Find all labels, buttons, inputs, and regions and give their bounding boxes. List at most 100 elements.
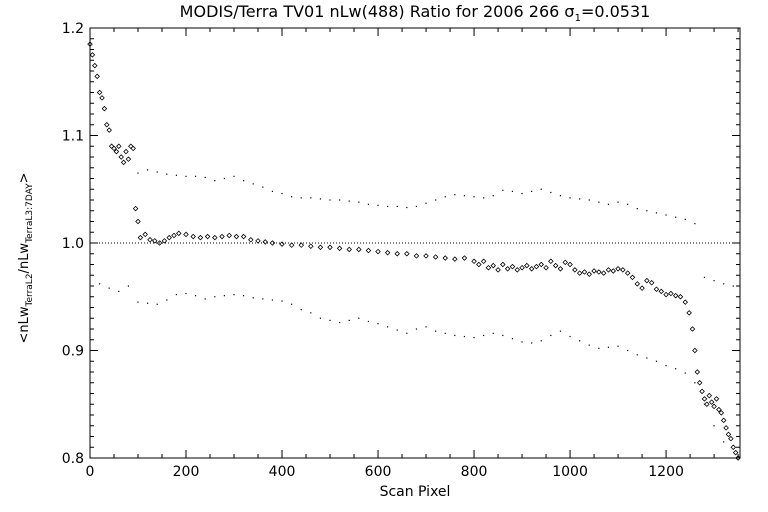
envelope-point — [627, 203, 629, 205]
envelope-point — [291, 196, 293, 198]
data-point — [519, 264, 525, 271]
envelope-point — [588, 199, 590, 201]
envelope-point — [243, 295, 245, 297]
envelope-point — [358, 317, 360, 319]
data-point — [92, 62, 98, 69]
x-tick-label: 0 — [86, 464, 95, 480]
data-point — [648, 280, 655, 286]
data-point — [135, 218, 141, 225]
y-label-den-sub: TerraL3:7DAY — [24, 183, 35, 243]
data-point — [356, 246, 362, 253]
envelope-point — [281, 192, 283, 195]
envelope-point — [473, 337, 475, 339]
envelope-point — [310, 312, 312, 314]
envelope-point — [252, 183, 254, 185]
envelope-point — [358, 201, 360, 203]
envelope-point — [271, 299, 274, 301]
data-point — [279, 241, 285, 247]
data-point — [197, 234, 204, 241]
data-point — [132, 205, 139, 212]
envelope-point — [319, 317, 322, 319]
envelope-point — [127, 285, 130, 287]
data-point — [101, 105, 108, 112]
data-point — [708, 399, 715, 405]
data-point — [171, 232, 177, 239]
data-point — [730, 444, 737, 451]
y-label-open: < — [17, 332, 33, 344]
y-tick-label: 1.1 — [62, 129, 84, 145]
data-point — [111, 145, 117, 152]
data-point — [490, 262, 497, 269]
envelope-point — [598, 201, 600, 203]
envelope-point — [694, 382, 696, 384]
data-point — [524, 262, 530, 269]
envelope-point — [214, 180, 216, 182]
envelope-point — [415, 328, 418, 330]
envelope-point — [607, 346, 610, 348]
data-point — [152, 238, 158, 244]
data-point — [384, 249, 391, 256]
envelope-point — [675, 216, 677, 218]
envelope-point — [329, 319, 331, 321]
envelope-point — [233, 175, 235, 177]
envelope-point — [435, 330, 437, 332]
envelope-point — [195, 295, 197, 297]
y-label-close: > — [17, 172, 33, 184]
envelope-point — [502, 334, 504, 337]
envelope-point — [175, 294, 178, 296]
envelope-point — [185, 175, 187, 177]
data-point — [375, 248, 381, 255]
envelope-point — [703, 276, 706, 278]
envelope-point — [262, 298, 264, 300]
data-layer — [87, 41, 741, 461]
data-point — [713, 396, 720, 402]
envelope-point — [271, 190, 274, 192]
data-point — [413, 253, 420, 259]
data-point — [125, 156, 132, 162]
data-point — [476, 261, 482, 268]
envelope-point — [99, 283, 101, 285]
data-point — [288, 242, 295, 248]
envelope-point — [492, 195, 494, 197]
envelope-point — [655, 212, 658, 214]
data-point — [672, 292, 679, 299]
data-point — [692, 347, 698, 354]
data-point — [336, 245, 343, 252]
envelope-point — [156, 171, 158, 173]
data-point — [624, 270, 631, 276]
data-point — [668, 290, 674, 297]
data-point — [500, 261, 506, 268]
envelope-point — [483, 334, 485, 337]
data-point — [735, 455, 741, 461]
data-point — [552, 262, 559, 269]
data-point — [262, 239, 268, 245]
data-point — [106, 127, 112, 133]
envelope-point — [454, 334, 456, 337]
envelope-point — [147, 302, 149, 304]
data-point — [204, 233, 211, 240]
envelope-point — [732, 285, 734, 287]
y-tick-label: 0.8 — [62, 451, 84, 467]
y-label-den: nLw — [17, 242, 33, 270]
envelope-point — [406, 332, 408, 334]
data-point — [118, 154, 124, 160]
y-label-sep: / — [17, 269, 33, 274]
data-point — [689, 326, 696, 332]
data-point — [495, 267, 501, 273]
envelope-point — [540, 340, 542, 342]
envelope-point — [185, 292, 187, 295]
envelope-point — [665, 214, 667, 216]
envelope-point — [521, 192, 523, 195]
data-point — [130, 145, 136, 152]
envelope-point — [223, 177, 226, 180]
envelope-point — [684, 218, 686, 220]
envelope-point — [540, 188, 542, 190]
y-tick-label: 1.2 — [62, 21, 84, 37]
data-point — [461, 255, 468, 261]
envelope-point — [723, 283, 725, 285]
x-tick-label: 400 — [269, 464, 296, 480]
envelope-point — [166, 299, 168, 301]
data-point — [728, 435, 734, 442]
envelope-point — [300, 197, 302, 199]
chart-title-sigma-value: =0.0531 — [580, 2, 651, 21]
